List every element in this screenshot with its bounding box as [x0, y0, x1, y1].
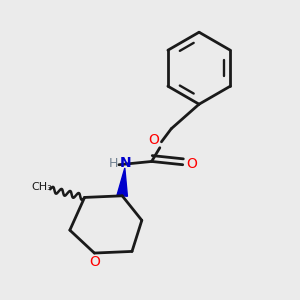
Polygon shape — [117, 168, 128, 196]
Text: O: O — [186, 157, 197, 171]
Text: N: N — [120, 156, 131, 170]
Text: O: O — [148, 133, 159, 147]
Text: CH₃: CH₃ — [32, 182, 52, 192]
Text: H: H — [108, 157, 118, 169]
Text: O: O — [89, 255, 100, 269]
